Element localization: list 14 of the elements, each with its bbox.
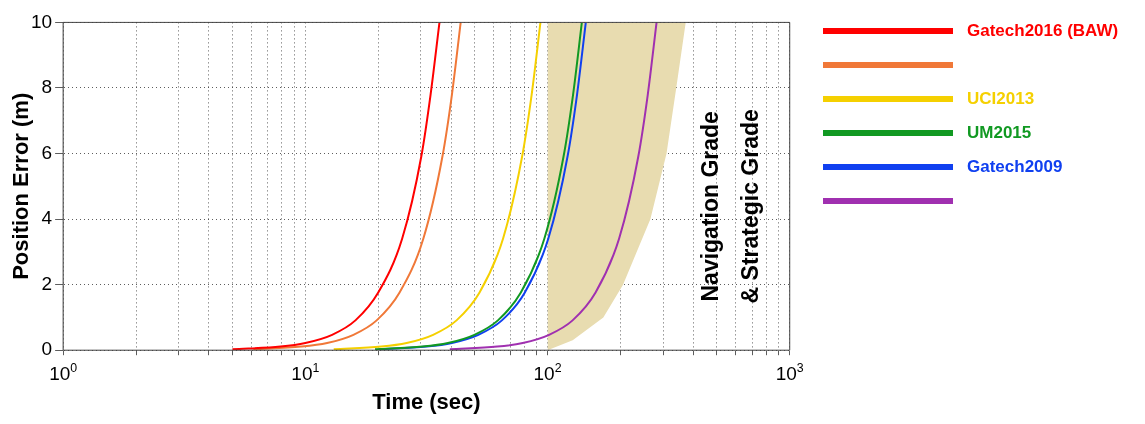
text: Gatech2016 (BAW)	[967, 21, 1119, 41]
y-tick-label: 8	[41, 76, 53, 98]
annotation: & Strategic Grade	[737, 109, 764, 304]
y-tick-label: 2	[41, 272, 53, 294]
text: Gatech2009	[967, 157, 1063, 177]
text: UM2015	[967, 123, 1032, 143]
text: UCI2013	[967, 89, 1035, 109]
y-axis-title: Position Error (m)	[8, 92, 34, 280]
annotation: Navigation Grade	[697, 111, 724, 302]
y-tick-label: 4	[41, 207, 53, 229]
y-tick-label: 6	[41, 141, 53, 163]
y-tick-label: 0	[41, 338, 53, 360]
y-tick-label: 10	[30, 10, 53, 32]
x-axis-title: Time (sec)	[372, 389, 481, 415]
